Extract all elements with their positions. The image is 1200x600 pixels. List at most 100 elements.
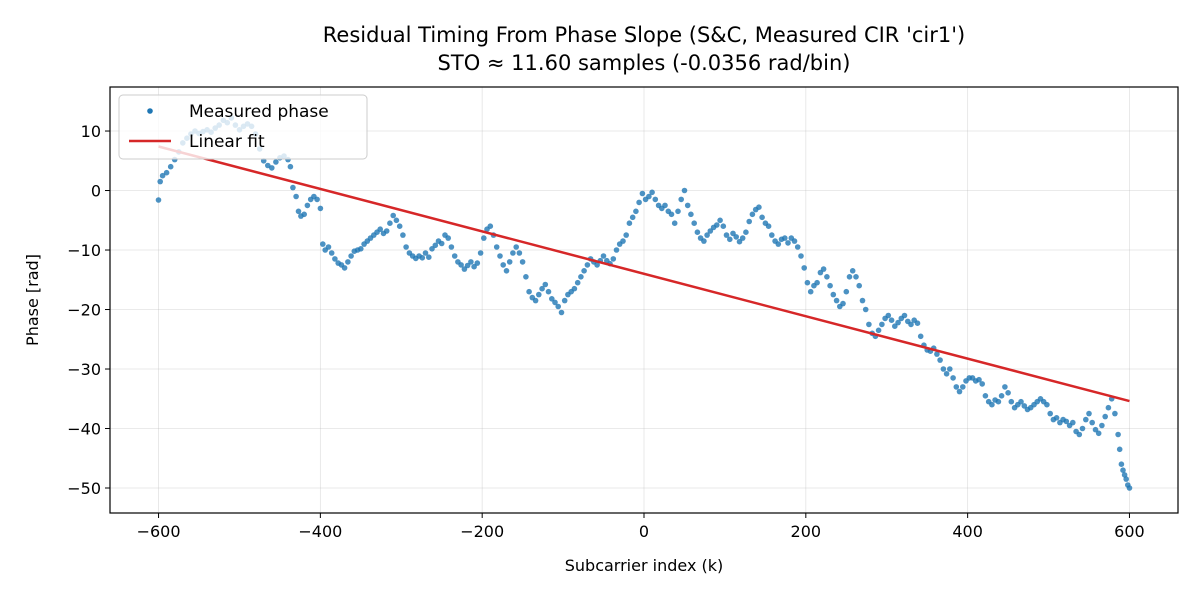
x-tick-label: −600 <box>137 522 181 541</box>
measured-phase-point <box>1086 410 1092 417</box>
measured-phase-point <box>675 208 681 215</box>
measured-phase-point <box>1053 415 1060 421</box>
measured-phase-point <box>830 291 837 298</box>
measured-phase-point <box>775 241 782 247</box>
measured-phase-point <box>633 208 639 215</box>
measured-phase-point <box>914 320 921 327</box>
measured-phase-point <box>895 319 901 326</box>
measured-phase-point <box>888 317 895 324</box>
measured-phase-point <box>1044 401 1050 408</box>
measured-phase-point <box>293 193 299 200</box>
measured-phase-point <box>510 250 516 256</box>
measured-phase-point <box>671 220 678 226</box>
measured-phase-point <box>1099 422 1105 429</box>
x-axis-label: Subcarrier index (k) <box>565 556 724 575</box>
measured-phase-point <box>1002 384 1008 390</box>
measured-phase-point <box>1063 418 1070 425</box>
measured-phase-point <box>503 268 510 274</box>
measured-phase-point <box>908 321 914 328</box>
measured-phase-point <box>438 240 445 247</box>
y-tick-label: 10 <box>81 122 101 141</box>
measured-phase-point <box>545 288 552 295</box>
measured-phase-point <box>159 172 166 179</box>
measured-phase-point <box>840 300 846 307</box>
measured-phase-point <box>785 240 791 246</box>
measured-phase-point <box>613 247 620 253</box>
measured-phase-point <box>727 236 733 243</box>
y-tick-label: −10 <box>67 241 101 260</box>
measured-phase-point <box>704 232 710 238</box>
measured-phase-point <box>943 371 950 377</box>
measured-phase-point <box>295 208 302 215</box>
measured-phase-point <box>694 229 701 235</box>
measured-phase-point <box>290 184 296 191</box>
measured-phase-point <box>348 253 354 259</box>
x-tick-label: 600 <box>1114 522 1145 541</box>
measured-phase-point <box>497 253 503 259</box>
measured-phase-point <box>167 163 174 170</box>
measured-phase-point <box>481 235 487 241</box>
measured-phase-point <box>341 265 348 271</box>
measured-phase-point <box>1047 410 1053 417</box>
measured-phase-point <box>1112 410 1118 417</box>
measured-phase-point <box>979 381 985 387</box>
y-axis-label: Phase [rad] <box>23 254 42 346</box>
measured-phase-point <box>377 226 384 232</box>
measured-phase-point <box>998 393 1005 399</box>
measured-phase-point <box>746 218 752 225</box>
measured-phase-point <box>426 254 432 260</box>
measured-phase-point <box>804 279 811 286</box>
measured-phase-point <box>866 321 872 328</box>
measured-phase-point <box>652 196 659 203</box>
measured-phase-point <box>468 259 474 265</box>
measured-phase-point <box>581 268 587 274</box>
measured-phase-point <box>393 217 400 224</box>
measured-phase-point <box>574 279 581 286</box>
measured-phase-point <box>688 211 694 218</box>
measured-phase-point <box>1076 431 1083 438</box>
legend-marker-measured <box>147 108 153 114</box>
measured-phase-point <box>536 291 542 298</box>
measured-phase-point <box>720 223 727 229</box>
measured-phase-point <box>539 285 545 292</box>
chart-subtitle: STO ≈ 11.60 samples (-0.0356 rad/bin) <box>438 51 851 75</box>
chart-title: Residual Timing From Phase Slope (S&C, M… <box>323 23 965 47</box>
measured-phase-point <box>584 262 591 268</box>
measured-phase-point <box>782 235 788 241</box>
measured-phase-point <box>1115 431 1121 438</box>
measured-phase-point <box>390 212 397 219</box>
measured-phase-point <box>620 238 626 244</box>
measured-phase-point <box>461 266 468 272</box>
measured-phase-point <box>707 228 714 234</box>
measured-phase-point <box>519 259 526 265</box>
measured-phase-point <box>843 288 850 295</box>
measured-phase-point <box>849 268 856 274</box>
measured-phase-point <box>736 238 743 245</box>
measured-phase-point <box>513 244 519 250</box>
measured-phase-point <box>1105 404 1112 411</box>
measured-phase-point <box>953 384 960 390</box>
measured-phase-point <box>714 222 720 228</box>
y-axis-ticks: −50 −40 −30 −20 −10 0 10 <box>67 122 110 498</box>
measured-phase-point <box>345 259 351 265</box>
measured-phase-point <box>662 202 668 209</box>
measured-phase-point <box>639 190 646 197</box>
measured-phase-point <box>325 244 332 250</box>
measured-phase-point <box>1118 461 1125 468</box>
x-tick-label: 400 <box>952 522 983 541</box>
measured-phase-point <box>506 259 513 265</box>
measured-phase-point <box>937 357 943 363</box>
measured-phase-point <box>1095 430 1102 437</box>
measured-phase-point <box>542 281 549 288</box>
measured-phase-point <box>820 266 827 272</box>
measured-phase-point <box>1089 419 1095 426</box>
measured-phase-point <box>989 401 995 408</box>
measured-phase-point <box>765 223 772 229</box>
measured-phase-point <box>982 393 989 399</box>
measured-phase-point <box>493 244 500 250</box>
measured-phase-point <box>678 196 684 203</box>
measured-phase-point <box>743 229 749 235</box>
measured-phase-point <box>448 244 455 250</box>
measured-phase-point <box>824 274 830 280</box>
